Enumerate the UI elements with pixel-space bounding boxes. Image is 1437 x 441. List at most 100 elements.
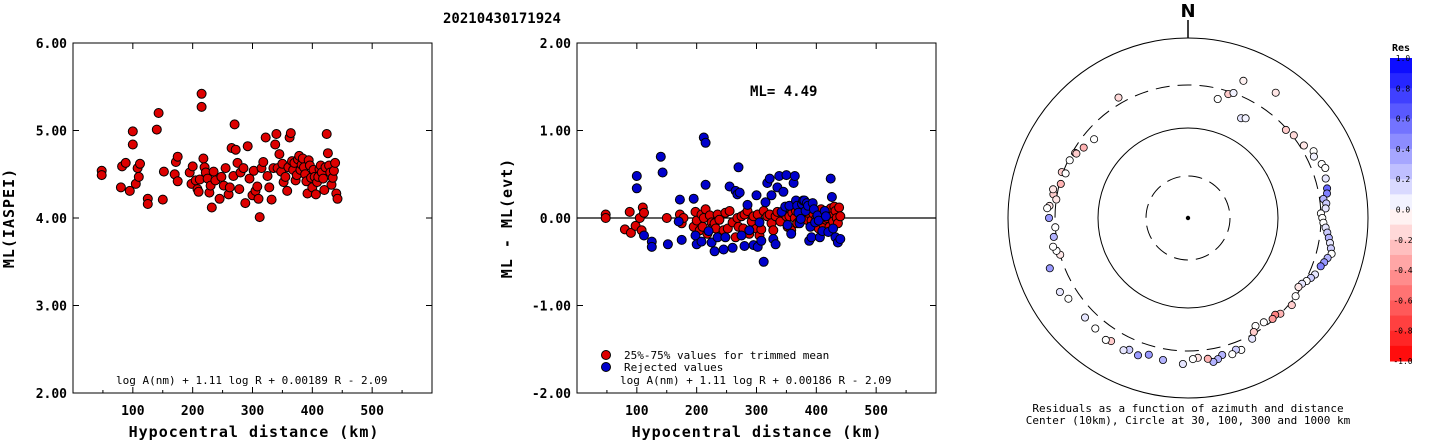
polar-residual-panel: N Residuals as a function of azimuth and… (1007, 1, 1369, 427)
residual-point (1321, 204, 1330, 213)
data-point (319, 185, 330, 195)
data-point (826, 192, 837, 202)
data-point (96, 170, 107, 181)
residual-point (1321, 174, 1330, 183)
data-point (120, 157, 131, 168)
colorbar-tick-label: -0.4 (1393, 266, 1412, 275)
data-point (782, 220, 793, 230)
data-point (600, 213, 611, 223)
data-point (758, 256, 769, 267)
data-point (216, 171, 227, 182)
residual-point (1072, 149, 1081, 158)
residual-point (1268, 314, 1277, 323)
y-tick-label: 5.00 (36, 125, 67, 140)
colorbar-tick-label: 0.6 (1396, 115, 1411, 124)
data-point (270, 139, 281, 150)
residual-point (1043, 204, 1052, 213)
data-point (196, 101, 207, 112)
data-point (127, 126, 138, 137)
data-point (254, 212, 265, 223)
data-point (724, 206, 735, 216)
data-point (696, 236, 707, 247)
x-tick-label: 200 (685, 404, 709, 419)
data-point (142, 199, 153, 209)
colorbar-cell (1390, 254, 1412, 271)
x-tick-label: 200 (181, 404, 205, 419)
data-point (709, 246, 720, 257)
data-point (187, 161, 198, 172)
colorbar-cell (1390, 164, 1412, 180)
residual-point (1114, 93, 1123, 102)
colorbar-ticks: 1.0 0.8 0.6 0.4 0.2 0.0 -0.2 -0.4 -0.6 -0.8 -1.0 (1393, 54, 1412, 366)
data-point (158, 166, 169, 177)
residual-point (1229, 89, 1238, 98)
data-point (655, 151, 666, 162)
data-point (172, 176, 183, 187)
ml-distance-panel: 2.00 3.00 4.00 5.00 6.00 100 200 300 400 500 log… (0, 37, 433, 441)
data-point (688, 193, 699, 204)
data-point (242, 141, 253, 152)
x-tick-label: 100 (625, 404, 649, 419)
colorbar-tick-label: -0.2 (1393, 236, 1412, 245)
y-tick-label: 3.00 (36, 300, 67, 315)
data-point (778, 186, 789, 197)
data-point (230, 144, 241, 155)
colorbar-cell (1390, 88, 1412, 104)
data-point (764, 173, 775, 184)
data-point (224, 182, 235, 193)
legend-label-rejected: Rejected values (624, 361, 723, 374)
data-point (625, 227, 636, 238)
data-point (271, 129, 282, 139)
data-point (318, 173, 329, 184)
data-point (172, 151, 183, 162)
y-tick-label: 2.00 (36, 387, 67, 402)
residual-point (1228, 350, 1237, 359)
residual-point (1049, 232, 1058, 241)
colorbar-cell (1390, 285, 1412, 301)
residual-point (1064, 294, 1073, 303)
legend-marker-trimmed (601, 350, 611, 360)
residual-point (1144, 350, 1153, 359)
residual-point (1281, 125, 1290, 134)
data-point (742, 199, 753, 210)
data-point (229, 119, 240, 130)
y-tick-label: 4.00 (36, 212, 67, 227)
residual-point (1061, 169, 1070, 178)
points-2 (600, 132, 846, 267)
data-point (768, 225, 779, 236)
data-point (321, 129, 332, 139)
data-point (662, 239, 673, 250)
residual-point (1241, 114, 1250, 123)
data-point (727, 242, 738, 253)
residual-point (1321, 163, 1330, 172)
data-point (193, 186, 204, 197)
x-ticks-2: 100 200 300 400 500 (606, 43, 907, 419)
residual-distance-panel: -2.00 -1.00 0.00 1.00 2.00 100 200 300 400 500 M… (498, 37, 937, 441)
residual-point (1052, 195, 1061, 204)
colorbar-cell (1390, 194, 1412, 210)
center-dot (1185, 215, 1191, 221)
data-point (739, 241, 750, 251)
data-point (124, 185, 135, 196)
data-point (834, 202, 845, 213)
residual-point (1294, 282, 1303, 291)
data-point (631, 183, 642, 194)
data-point (766, 190, 777, 201)
data-point (751, 190, 762, 201)
data-point (736, 230, 747, 241)
residual-point (1090, 135, 1099, 144)
caption-line-1: Residuals as a function of azimuth and d… (1032, 402, 1343, 415)
data-point (220, 163, 231, 174)
data-point (244, 173, 255, 184)
colorbar-cell (1390, 315, 1412, 332)
residual-point (1289, 131, 1298, 140)
data-point (760, 197, 771, 208)
data-point (673, 216, 684, 227)
data-point (240, 198, 251, 209)
data-point (260, 132, 271, 143)
colorbar-tick-label: -0.6 (1393, 296, 1412, 305)
colorbar-cell (1390, 224, 1412, 241)
data-point (720, 232, 731, 243)
data-point (639, 207, 649, 218)
data-point (157, 194, 168, 205)
